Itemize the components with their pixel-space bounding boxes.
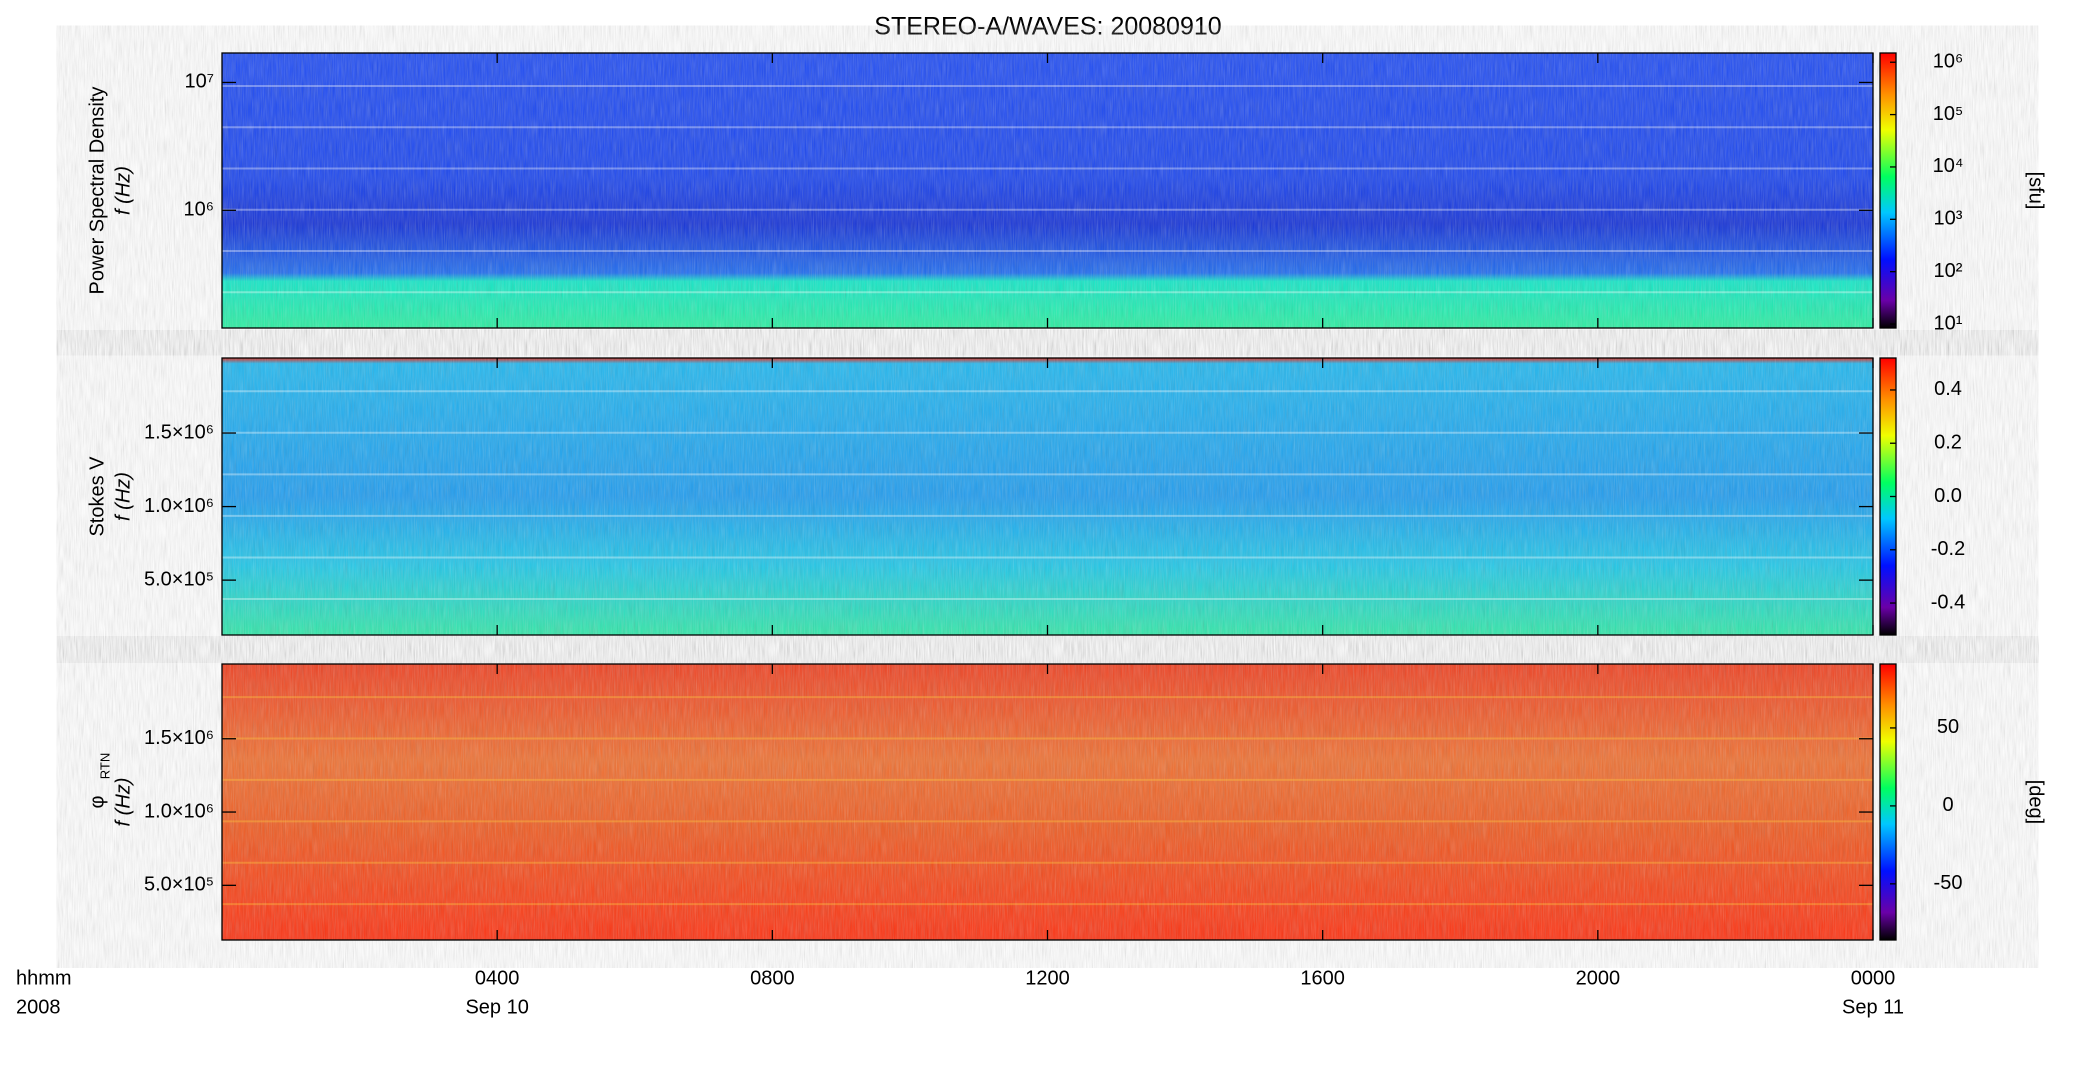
colorbar-tick-label: 10¹ — [1934, 312, 1963, 334]
colorbar-tick-label: 10⁴ — [1933, 155, 1964, 177]
colorbar-tick-label: -0.2 — [1931, 538, 1965, 560]
colorbar-tick-label: 0.2 — [1934, 432, 1962, 454]
y-tick-label: 1.0×10⁶ — [144, 800, 214, 822]
spectrogram-texture — [222, 664, 1873, 940]
chart-title: STEREO-A/WAVES: 20080910 — [874, 13, 1221, 41]
y-label: Stokes V — [86, 456, 108, 537]
y-tick-label: 1.5×10⁶ — [144, 421, 214, 443]
colorbar-tick-label: 10⁵ — [1933, 103, 1964, 125]
spectrogram-texture — [222, 358, 1873, 635]
colorbar-tick-label: 50 — [1937, 716, 1959, 738]
colorbar-tick-label: 0.0 — [1934, 485, 1962, 507]
y-label: f (Hz) — [112, 166, 134, 215]
colorbar-tick-label: 10⁶ — [1933, 51, 1963, 73]
x-corner-label: 2008 — [16, 996, 61, 1018]
y-tick-label: 5.0×10⁵ — [144, 874, 214, 896]
y-tick-label: 5.0×10⁵ — [144, 568, 214, 590]
spectrogram-texture — [222, 53, 1873, 328]
y-tick-label: 10⁶ — [184, 199, 214, 221]
colorbar-tick-label: -0.4 — [1931, 591, 1965, 613]
x-date-label: Sep 11 — [1842, 996, 1904, 1018]
y-label: φ — [86, 795, 108, 808]
colorbar-tick-label: 0 — [1942, 794, 1953, 816]
y-tick-label: 1.0×10⁶ — [144, 495, 214, 517]
x-tick-label: 2000 — [1576, 967, 1621, 989]
colorbar-tick-label: 0.4 — [1934, 378, 1962, 400]
x-tick-label: 0400 — [475, 967, 520, 989]
x-tick-label: 1200 — [1025, 967, 1070, 989]
x-tick-label: 0800 — [750, 967, 795, 989]
x-corner-label: hhmm — [16, 967, 72, 989]
y-label: f (Hz) — [112, 472, 134, 521]
colorbar-label: [sfu] — [2025, 172, 2047, 210]
colorbar-label: [deg] — [2025, 780, 2047, 824]
y-tick-label: 1.5×10⁶ — [144, 727, 214, 749]
x-date-label: Sep 10 — [465, 996, 528, 1018]
y-label: Power Spectral Density — [86, 87, 108, 295]
y-tick-label: 10⁷ — [185, 71, 214, 93]
colorbar-tick-label: 10³ — [1934, 208, 1963, 230]
colorbar — [1879, 663, 1897, 941]
x-tick-label: 0000 — [1851, 967, 1896, 989]
colorbar — [1879, 52, 1897, 329]
colorbar-tick-label: -50 — [1934, 872, 1963, 894]
colorbar-tick-label: 10² — [1934, 260, 1963, 282]
y-label-subscript: RTN — [97, 753, 112, 779]
y-label: f (Hz) — [112, 778, 134, 827]
x-tick-label: 1600 — [1300, 967, 1345, 989]
